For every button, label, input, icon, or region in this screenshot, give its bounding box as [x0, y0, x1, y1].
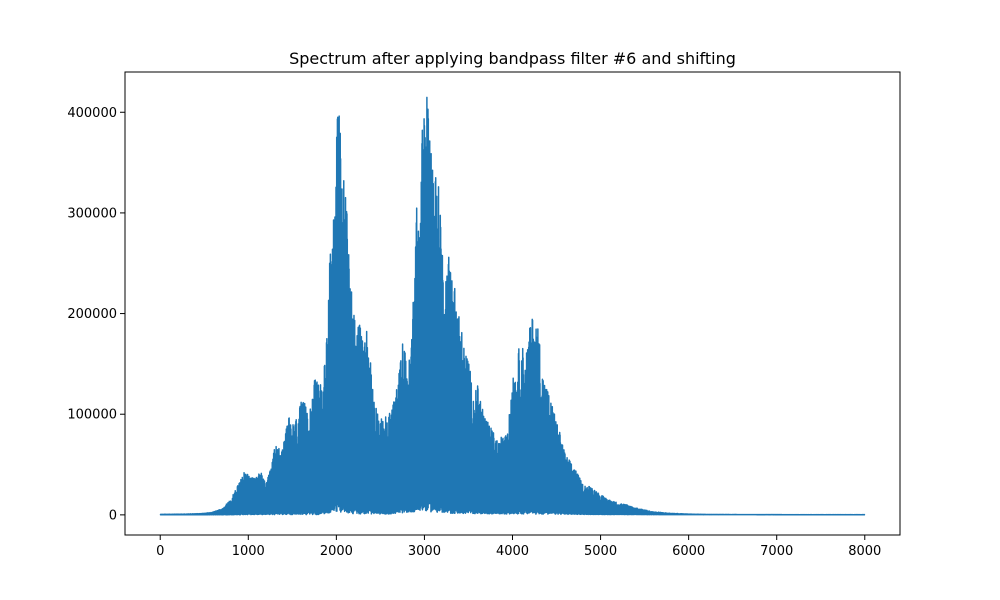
y-tick-label: 100000: [67, 408, 117, 423]
x-tick-label: 1000: [232, 544, 265, 559]
x-tick-label: 8000: [848, 544, 881, 559]
x-tick-label: 3000: [408, 544, 441, 559]
y-tick-label: 400000: [67, 106, 117, 121]
x-axis: 0 1000 2000 3000 4000 5000 6000 7000 8000: [156, 535, 881, 559]
chart-title: Spectrum after applying bandpass filter …: [289, 49, 736, 68]
x-tick-label: 4000: [496, 544, 529, 559]
x-tick-label: 5000: [584, 544, 617, 559]
x-tick-label: 7000: [760, 544, 793, 559]
x-tick-label: 2000: [320, 544, 353, 559]
y-tick-label: 300000: [67, 206, 117, 221]
data-layer: [159, 96, 866, 516]
series-line-0: [159, 96, 866, 516]
x-tick-label: 6000: [672, 544, 705, 559]
x-tick-label: 0: [156, 544, 164, 559]
y-tick-label: 0: [109, 508, 117, 523]
y-tick-label: 200000: [67, 307, 117, 322]
y-axis: 0 100000 200000 300000 400000: [67, 106, 125, 523]
